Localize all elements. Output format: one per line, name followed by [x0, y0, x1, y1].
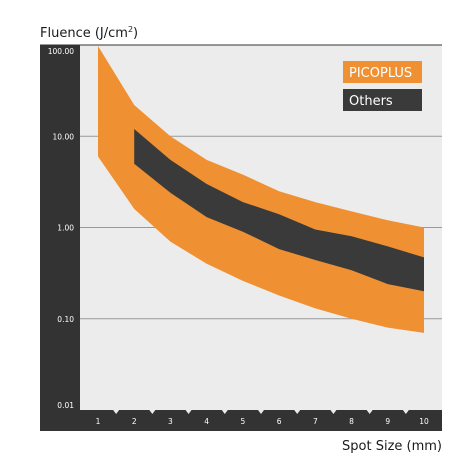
y-axis-bar: [40, 45, 80, 431]
x-tick-label: 3: [168, 417, 173, 426]
legend-swatch-picoplus: [343, 61, 422, 83]
x-tick-mark: [402, 410, 409, 414]
y-axis-title-sup: 2: [128, 25, 133, 34]
x-tick-mark: [221, 410, 228, 414]
x-tick-labels: 1 2 3 4 5 6 7 8 9 10: [96, 410, 429, 426]
area-band-others: [134, 129, 424, 292]
y-tick-label: 1.00: [57, 224, 74, 233]
legend-swatch-others: [343, 89, 422, 111]
x-tick-mark: [330, 410, 337, 414]
x-axis-bar: [80, 410, 442, 431]
x-tick-label: 1: [96, 417, 101, 426]
y-tick-label: 0.10: [57, 315, 74, 324]
data-areas: [98, 46, 424, 333]
x-tick-label: 8: [349, 417, 354, 426]
x-tick-mark: [113, 410, 120, 414]
x-tick-mark: [185, 410, 192, 414]
x-tick-mark: [149, 410, 156, 414]
x-tick-label: 5: [240, 417, 245, 426]
legend: PICOPLUS Others: [343, 61, 422, 111]
x-tick-label: 2: [132, 417, 137, 426]
x-axis-title: Spot Size (mm): [342, 439, 442, 454]
y-axis-title-main: Fluence (J/cm: [40, 26, 128, 41]
x-tick-mark: [258, 410, 264, 414]
legend-label-others: Others: [349, 94, 393, 109]
legend-label-picoplus: PICOPLUS: [349, 66, 412, 81]
x-tick-label: 10: [419, 417, 429, 426]
x-tick-mark: [366, 410, 373, 414]
x-tick-label: 7: [313, 417, 318, 426]
y-axis-title: Fluence (J/cm2): [40, 25, 138, 41]
x-tick-mark: [294, 410, 301, 414]
y-tick-label: 100.00: [48, 47, 74, 56]
x-tick-label: 4: [204, 417, 209, 426]
x-tick-label: 9: [385, 417, 390, 426]
y-tick-label: 0.01: [57, 401, 74, 410]
y-tick-label: 10.00: [53, 132, 75, 141]
x-tick-label: 6: [277, 417, 282, 426]
y-tick-labels: 100.00 10.00 1.00 0.10 0.01: [48, 47, 74, 410]
y-axis-title-close: ): [133, 26, 138, 41]
